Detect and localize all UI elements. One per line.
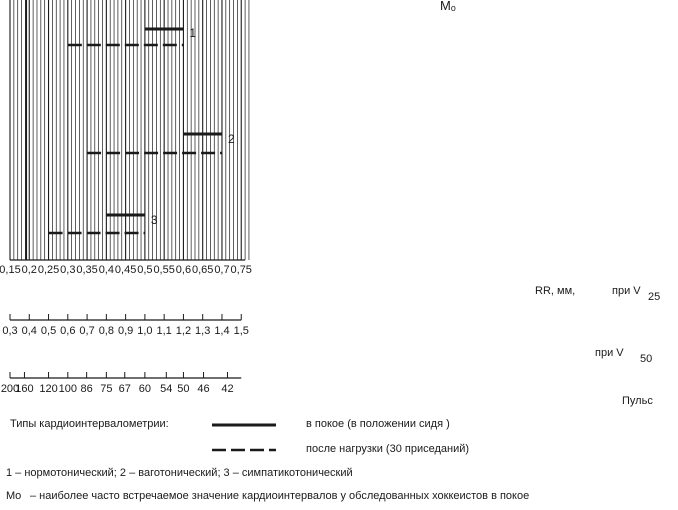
rr-range-bars: 1 2 3 xyxy=(48,26,235,235)
rr-speed-label: при V xyxy=(612,285,641,297)
rr50-tick-label: 0,5 xyxy=(41,325,56,337)
rr50-speed-sub: 50 xyxy=(640,353,652,365)
rr50-tick-label: 1,0 xyxy=(137,325,152,337)
rr-tick-label: 0,2 xyxy=(22,264,37,276)
rr50-tick-label: 0,8 xyxy=(99,325,114,337)
pulse-tick-label: 50 xyxy=(177,383,189,395)
rr-tick-label: 0,4 xyxy=(99,264,114,276)
rr50-speed-label: при V xyxy=(595,347,624,359)
rr-speed-sub: 25 xyxy=(648,291,660,303)
rr50-tick-label: 0,7 xyxy=(79,325,94,337)
pulse-tick-label: 54 xyxy=(160,383,172,395)
legend-rest-label: в покое (в положении сидя ) xyxy=(306,418,450,430)
rr-tick-label: 0,55 xyxy=(153,264,174,276)
legend-after-label: после нагрузки (30 приседаний) xyxy=(306,443,470,455)
rr-axis-label: RR, мм, xyxy=(535,285,575,297)
mo-label: Mₒ xyxy=(440,0,456,13)
legend-mo-description: – наиболее часто встречаемое значение ка… xyxy=(30,490,530,502)
rr50-tick-label: 1,4 xyxy=(214,325,229,337)
vertical-gridlines xyxy=(9,0,250,261)
pulse-tick-label: 75 xyxy=(100,383,112,395)
group-label: 3 xyxy=(151,213,158,227)
rr-tick-label: 0,6 xyxy=(176,264,191,276)
pulse-tick-label: 46 xyxy=(197,383,209,395)
rr-tick-label: 0,75 xyxy=(231,264,252,276)
rr50-tick-label: 0,3 xyxy=(2,325,17,337)
pulse-axis-label: Пульс xyxy=(622,395,653,407)
pulse-tick-label: 160 xyxy=(15,383,33,395)
rr-tick-label: 0,7 xyxy=(214,264,229,276)
pulse-tick-label: 100 xyxy=(59,383,77,395)
rr50-axis: 0,3 0,4 0,5 0,6 0,7 0,8 0,9 1,0 1,1 1,2 1,3 1,4 1,5 xyxy=(2,314,249,337)
pulse-tick-label: 86 xyxy=(81,383,93,395)
group-label: 1 xyxy=(189,26,196,40)
rr-tick-label: 0,5 xyxy=(137,264,152,276)
rr-tick-label: 0,15 xyxy=(0,264,21,276)
pulse-tick-label: 67 xyxy=(119,383,131,395)
rr50-tick-label: 1,2 xyxy=(176,325,191,337)
rr50-tick-label: 0,6 xyxy=(60,325,75,337)
rr-tick-label: 0,45 xyxy=(115,264,136,276)
group-label: 2 xyxy=(228,132,235,146)
rr50-tick-label: 1,3 xyxy=(195,325,210,337)
legend-mo-symbol: Mo xyxy=(6,490,22,502)
rr50-tick-label: 0,9 xyxy=(118,325,133,337)
pulse-tick-label: 60 xyxy=(139,383,151,395)
pulse-tick-label: 42 xyxy=(221,383,233,395)
rr50-tick-label: 1,1 xyxy=(157,325,172,337)
rr-tick-label: 0,3 xyxy=(60,264,75,276)
pulse-tick-label: 120 xyxy=(39,383,57,395)
pulse-tick-label: 200 xyxy=(1,383,19,395)
rr-axis: 0,15 0,2 0,25 0,3 0,35 0,4 0,45 0,5 0,55 0,6 0,65 0… xyxy=(0,264,252,276)
legend-types: 1 – нормотонический; 2 – ваготонический;… xyxy=(6,467,353,479)
rr-tick-label: 0,25 xyxy=(38,264,59,276)
rr50-tick-label: 0,4 xyxy=(22,325,37,337)
rr-tick-label: 0,35 xyxy=(76,264,97,276)
rr-tick-label: 0,65 xyxy=(192,264,213,276)
rr50-tick-label: 1,5 xyxy=(234,325,249,337)
legend-title: Типы кардиоинтервалометрии: xyxy=(10,418,169,430)
